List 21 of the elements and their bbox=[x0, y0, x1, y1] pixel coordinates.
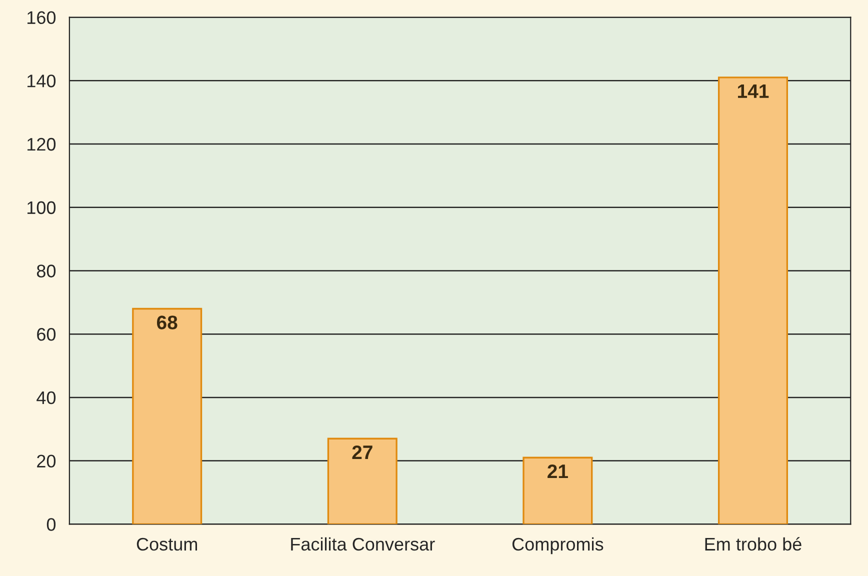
data-label: 141 bbox=[738, 84, 769, 98]
x-tick-label: Em trobo bé bbox=[705, 537, 802, 551]
y-tick-label: 160 bbox=[28, 11, 56, 24]
bar bbox=[718, 76, 788, 524]
x-tick-label: Facilita Conversar bbox=[291, 537, 435, 551]
y-tick-label: 60 bbox=[37, 328, 56, 341]
x-tick-label: Compromis bbox=[512, 537, 604, 554]
y-tick-label: 100 bbox=[28, 201, 56, 214]
bar bbox=[522, 456, 593, 524]
y-tick-label: 40 bbox=[36, 391, 56, 404]
data-label: 21 bbox=[548, 464, 568, 478]
y-tick-label: 140 bbox=[28, 74, 56, 88]
y-tick-label: 120 bbox=[28, 138, 56, 151]
bar bbox=[132, 308, 202, 524]
bar bbox=[327, 438, 398, 524]
data-label: 27 bbox=[352, 445, 372, 460]
y-tick-label: 0 bbox=[46, 518, 56, 531]
x-tick-label: Costum bbox=[136, 538, 198, 551]
data-label: 68 bbox=[156, 316, 178, 330]
y-tick-label: 20 bbox=[37, 454, 56, 468]
y-tick-label: 80 bbox=[36, 264, 56, 278]
